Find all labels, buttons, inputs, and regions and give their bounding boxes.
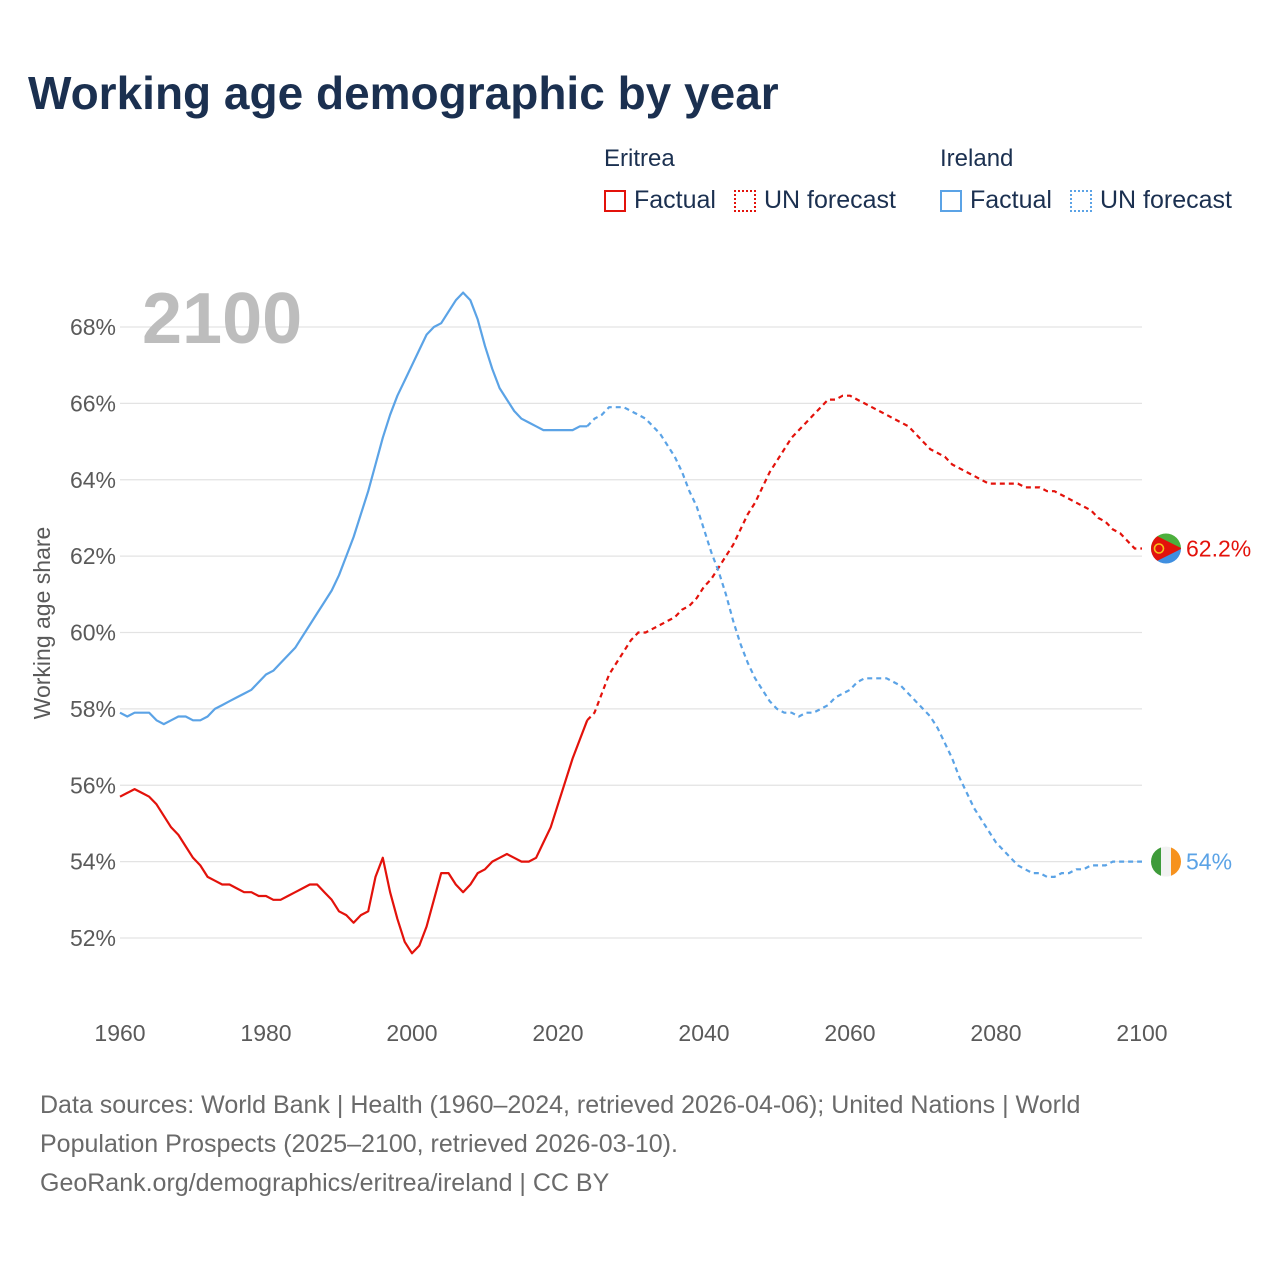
x-tick-label: 1960	[94, 1020, 145, 1046]
eritrea-end-value-label: 62.2%	[1186, 535, 1251, 561]
legend-swatch-dotted-icon	[1069, 189, 1092, 212]
ireland-factual-line	[119, 291, 588, 726]
series-group	[119, 291, 1142, 955]
legend-item-label: UN forecast	[1099, 186, 1232, 214]
legend-swatch-solid-icon	[604, 189, 626, 212]
end-markers: 62.2% 54%	[1151, 533, 1251, 877]
flag-body	[1151, 533, 1181, 564]
flag-stripe-orange	[1171, 846, 1181, 877]
x-tick-label: 2100	[1116, 1020, 1167, 1046]
x-tick-label: 2000	[386, 1020, 437, 1046]
y-tick-label: 56%	[70, 772, 116, 798]
chart-title: Working age demographic by year	[28, 67, 779, 119]
y-tick-label: 54%	[70, 849, 116, 875]
y-axis-title: Working age share	[29, 527, 55, 720]
flag-triangle	[1151, 533, 1181, 564]
y-axis: 52% 54% 56% 58% 60% 62% 64% 66% 68%	[70, 314, 116, 951]
legend-swatch-dotted-icon	[733, 189, 756, 212]
legend-item-label: Factual	[634, 186, 716, 214]
flag-stripe-white	[1161, 846, 1171, 877]
y-tick-label: 60%	[70, 620, 116, 646]
legend-swatch-solid-icon	[940, 189, 962, 212]
legend-item-label: UN forecast	[763, 186, 896, 214]
legend-item-label: Factual	[970, 186, 1052, 214]
footer-line-3[interactable]: GeoRank.org/demographics/eritrea/ireland…	[40, 1169, 610, 1197]
y-tick-label: 64%	[70, 467, 116, 493]
x-tick-label: 2040	[678, 1020, 729, 1046]
y-tick-label: 66%	[70, 390, 116, 416]
legend-country-name: Eritrea	[604, 145, 675, 172]
x-tick-label: 2080	[970, 1020, 1021, 1046]
ireland-flag-icon	[1151, 846, 1181, 877]
legend-group-eritrea: Eritrea Factual UN forecast	[604, 144, 914, 215]
footer-line-1: Data sources: World Bank | Health (1960–…	[40, 1091, 1081, 1119]
x-tick-label: 2060	[824, 1020, 875, 1046]
current-year-label: 2100	[142, 279, 302, 359]
ireland-end-value-label: 54%	[1186, 849, 1232, 875]
grid-lines	[120, 326, 1142, 939]
y-tick-label: 52%	[70, 925, 116, 951]
footer-sources: Data sources: World Bank | Health (1960–…	[40, 1086, 1220, 1203]
footer-line-2: Population Prospects (2025–2100, retriev…	[40, 1130, 678, 1158]
x-tick-label: 2020	[532, 1020, 583, 1046]
ireland-forecast-line	[586, 406, 1142, 878]
legend-country-name: Ireland	[940, 145, 1014, 172]
flag-emblem	[1153, 543, 1165, 554]
eritrea-flag-icon	[1151, 533, 1181, 564]
eritrea-factual-line	[119, 719, 589, 955]
legend-item-ireland-factual[interactable]: Factual	[940, 186, 1052, 215]
flag-body	[1151, 846, 1181, 877]
legend-item-ireland-forecast[interactable]: UN forecast	[1069, 186, 1232, 215]
legend-item-eritrea-forecast[interactable]: UN forecast	[733, 186, 896, 215]
y-tick-label: 68%	[70, 314, 116, 340]
x-tick-label: 1980	[240, 1020, 291, 1046]
y-tick-label: 58%	[70, 696, 116, 722]
legend-item-eritrea-factual[interactable]: Factual	[604, 186, 716, 215]
y-tick-label: 62%	[70, 543, 116, 569]
x-axis: 1960 1980 2000 2020 2040 2060 2080 2100	[94, 1020, 1167, 1046]
flag-stripe-green	[1151, 846, 1161, 877]
eritrea-forecast-line	[586, 394, 1142, 722]
legend-group-ireland: Ireland Factual UN forecast	[940, 144, 1250, 215]
